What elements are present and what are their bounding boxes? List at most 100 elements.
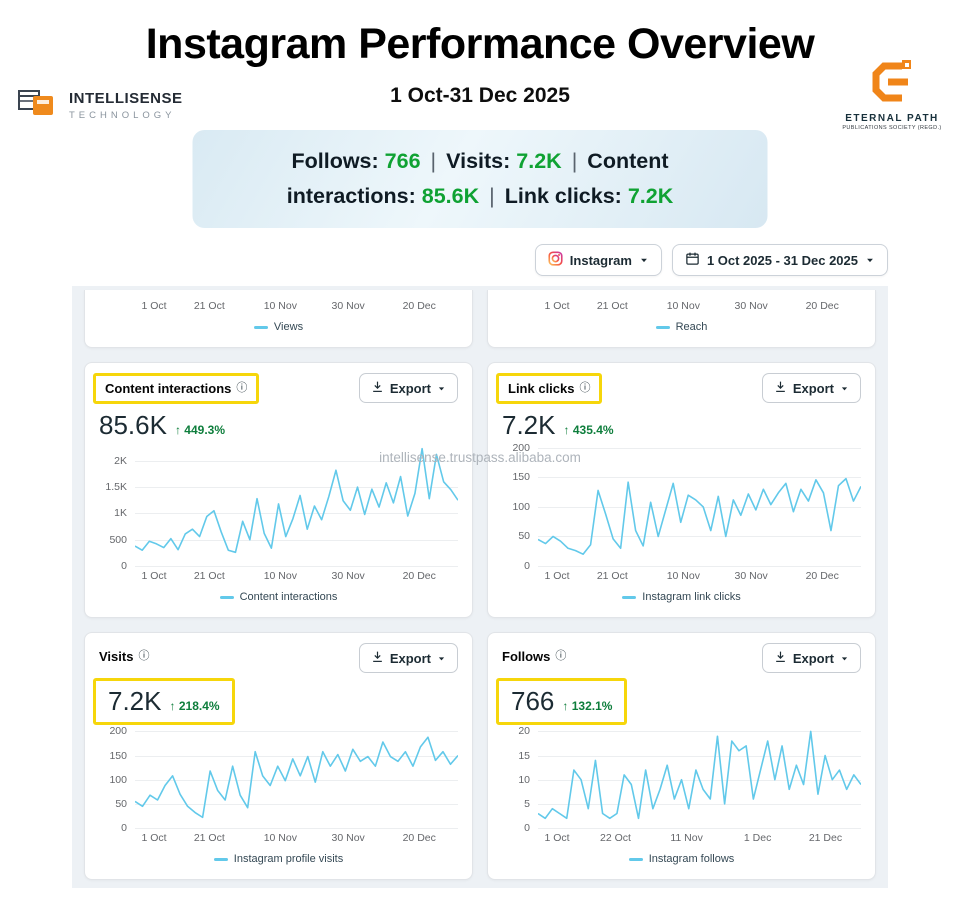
views-chart-axis: 1 Oct 21 Oct 10 Nov 30 Nov 20 Dec	[99, 296, 458, 315]
export-button[interactable]: Export	[761, 643, 861, 673]
gridline	[538, 755, 861, 757]
legend-chip	[253, 325, 268, 329]
y-tick-label: 500	[109, 533, 127, 546]
x-tick-label: 22 Oct	[600, 832, 631, 844]
date-range-selector[interactable]: 1 Oct 2025 - 31 Dec 2025	[671, 244, 888, 276]
export-button[interactable]: Export	[358, 373, 458, 403]
visits-chart: 0 50 100 150 200 1 Oct 21 Oct 10 Nov 30 Nov 20 De…	[99, 725, 458, 847]
card-title: Follows	[502, 649, 551, 664]
eternal-path-logo-sub: PUBLICATIONS SOCIETY (REGD.)	[842, 125, 942, 131]
export-label: Export	[389, 380, 431, 396]
summary-linkclicks-label: Link clicks:	[504, 183, 622, 208]
x-tick-label: 21 Oct	[596, 300, 628, 312]
x-tick-label: 20 Dec	[402, 570, 436, 582]
x-tick-label: 1 Oct	[544, 300, 570, 312]
summary-visits-label: Visits:	[446, 149, 511, 173]
summary-interactions-value: 85.6K	[421, 183, 480, 208]
account-selector[interactable]: Instagram	[534, 244, 662, 276]
export-label: Export	[389, 650, 431, 666]
intellisense-logo: INTELLISENSE TECHNOLOGY	[18, 84, 183, 127]
separator: |	[571, 149, 578, 173]
y-tick-label: 5	[524, 797, 530, 810]
x-tick-label: 21 Oct	[193, 300, 225, 312]
gridline	[135, 487, 458, 489]
export-label: Export	[792, 650, 834, 666]
download-icon	[371, 380, 384, 396]
highlight-box: Link clicks ⓘ	[496, 373, 603, 404]
x-tick-label: 1 Dec	[743, 832, 772, 844]
content-interactions-card: Content interactions ⓘ Export 85.6K ↑ 44…	[84, 362, 473, 618]
legend-label: Views	[273, 321, 304, 333]
legend-label: Instagram link clicks	[642, 591, 741, 603]
gridline	[135, 755, 458, 757]
gridline	[135, 513, 458, 515]
gridline	[538, 803, 861, 805]
intellisense-logo-icon	[18, 84, 60, 127]
x-tick-label: 30 Nov	[734, 570, 768, 582]
caret-down-icon	[437, 381, 446, 396]
x-tick-label: 10 Nov	[666, 570, 700, 582]
metric-highlight-box: 7.2K ↑ 218.4%	[93, 678, 235, 725]
follows-chart: 0 5 10 15 20 1 Oct 22 Oct 11 Nov 1 Dec 21 Dec	[502, 725, 861, 847]
dashboard: intellisense.trustpass.alibaba.com Insta…	[72, 244, 888, 888]
info-icon[interactable]: ⓘ	[138, 650, 150, 662]
x-tick-label: 10 Nov	[263, 300, 297, 312]
x-tick-label: 10 Nov	[666, 300, 700, 312]
page-title: Instagram Performance Overview	[145, 20, 815, 68]
info-icon[interactable]: ⓘ	[555, 650, 567, 662]
reach-chart-axis: 1 Oct 21 Oct 10 Nov 30 Nov 20 Dec	[502, 296, 861, 315]
x-tick-label: 21 Dec	[808, 832, 843, 844]
metric-delta: ↑ 218.4%	[169, 699, 220, 713]
metric-value: 7.2K	[502, 410, 556, 440]
separator: |	[430, 149, 437, 173]
y-tick-label: 1K	[114, 507, 127, 520]
metric-value: 85.6K	[99, 410, 167, 440]
reach-legend: Reach	[502, 317, 861, 337]
y-tick-label: 15	[518, 749, 530, 762]
info-icon[interactable]: ⓘ	[236, 382, 248, 394]
x-tick-label: 21 Oct	[596, 570, 628, 582]
gridline	[135, 803, 458, 805]
y-tick-label: 20	[518, 725, 530, 738]
export-label: Export	[792, 380, 834, 396]
eternal-path-logo: ETERNAL PATH PUBLICATIONS SOCIETY (REGD.…	[836, 58, 948, 131]
chevron-down-icon	[639, 253, 649, 268]
link-clicks-card: Link clicks ⓘ Export 7.2K ↑ 435.4% 0 50 10	[487, 362, 876, 618]
x-tick-label: 30 Nov	[734, 300, 768, 312]
gridline	[135, 731, 458, 733]
legend-chip	[628, 857, 643, 861]
gridline	[135, 828, 458, 829]
x-tick-label: 1 Oct	[141, 300, 167, 312]
caret-down-icon	[840, 651, 849, 666]
y-tick-label: 100	[109, 773, 127, 786]
summary-linkclicks-value: 7.2K	[627, 183, 674, 208]
y-tick-label: 150	[109, 749, 127, 762]
info-icon[interactable]: ⓘ	[579, 382, 591, 394]
legend-label: Reach	[675, 321, 708, 333]
legend-chip	[219, 595, 234, 599]
card-title: Content interactions	[105, 381, 232, 396]
y-tick-label: 2K	[114, 454, 127, 467]
gridline	[135, 539, 458, 541]
y-tick-label: 150	[512, 471, 530, 484]
y-tick-label: 0	[121, 822, 127, 834]
x-tick-label: 21 Oct	[193, 832, 225, 844]
views-card-partial: 1 Oct 21 Oct 10 Nov 30 Nov 20 Dec Views	[84, 290, 473, 348]
x-tick-label: 1 Oct	[544, 832, 570, 844]
date-range-label: 1 Oct 2025 - 31 Dec 2025	[706, 252, 858, 268]
x-tick-label: 20 Dec	[805, 570, 839, 582]
download-icon	[774, 380, 787, 396]
legend-chip	[655, 325, 670, 329]
summary-follows-label: Follows:	[291, 149, 379, 173]
x-tick-label: 1 Oct	[141, 570, 167, 582]
x-tick-label: 1 Oct	[141, 832, 167, 844]
x-tick-label: 20 Dec	[402, 832, 436, 844]
link-clicks-chart: 0 50 100 150 200 1 Oct 21 Oct 10 Nov 30 Nov 20 De…	[502, 441, 861, 585]
x-tick-label: 30 Nov	[331, 570, 365, 582]
link-clicks-legend: Instagram link clicks	[502, 587, 861, 607]
y-tick-label: 200	[512, 441, 530, 454]
export-button[interactable]: Export	[761, 373, 861, 403]
account-label: Instagram	[569, 252, 632, 268]
legend-label: Instagram profile visits	[233, 853, 344, 865]
export-button[interactable]: Export	[358, 643, 458, 673]
